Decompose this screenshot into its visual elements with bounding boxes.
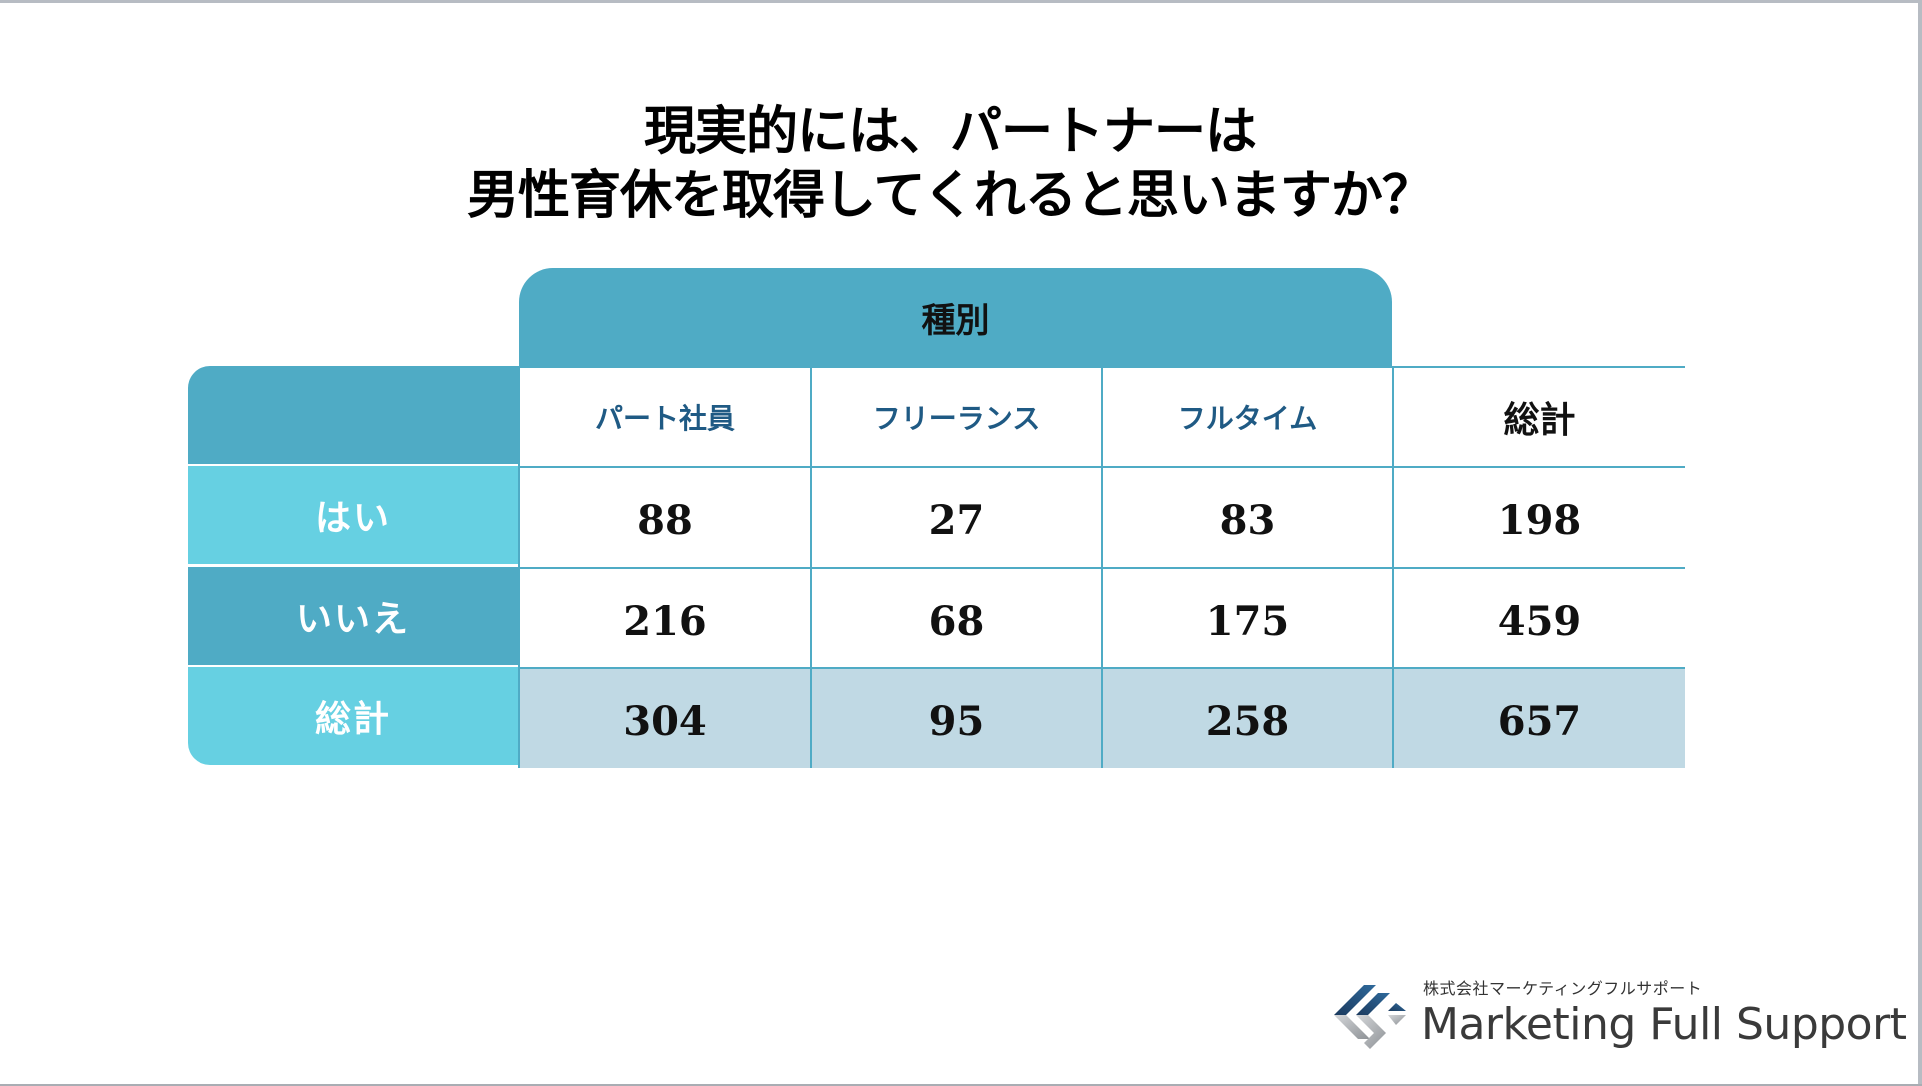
column-header-label: フリーランス [872, 402, 1041, 435]
table-cell-total: 95 [810, 669, 1101, 768]
company-logo: 株式会社マーケティングフルサポート Marketing Full Support [1330, 965, 1907, 1065]
column-header-label: フルタイム [1177, 402, 1318, 435]
table-cell: 459 [1392, 569, 1685, 669]
column-header-freelance: フリーランス [810, 368, 1101, 468]
column-group-label: 種別 [921, 301, 990, 341]
table-cell: 27 [810, 468, 1101, 569]
column-header-part-time: パート社員 [518, 368, 810, 468]
table-cell: 198 [1392, 468, 1685, 569]
table-cell-total: 258 [1101, 669, 1392, 768]
column-header-full-time: フルタイム [1101, 368, 1392, 468]
column-group-header: 種別 [519, 268, 1392, 367]
row-header-no: いいえ [188, 567, 518, 665]
page-frame-right [1918, 0, 1922, 1086]
row-header-label: はい [314, 498, 391, 539]
title-line-2: 男性育休を取得してくれると思いますか？ [467, 166, 1434, 226]
column-header-label: 総計 [1503, 400, 1576, 441]
page-frame-top [0, 0, 1922, 3]
table-cell: 88 [518, 468, 810, 569]
column-header-label: パート社員 [594, 402, 735, 435]
data-table: パート社員 フリーランス フルタイム 総計 88 27 83 198 216 6… [518, 366, 1685, 768]
page-title: 現実的には、パートナーは 男性育休を取得してくれると思いますか？ [0, 100, 1900, 228]
table-corner-cell [188, 366, 518, 464]
table-cell-total: 657 [1392, 669, 1685, 768]
row-header-label: いいえ [295, 599, 410, 640]
row-header-label: 総計 [314, 699, 391, 740]
table-cell-total: 304 [518, 669, 810, 768]
table-cell: 216 [518, 569, 810, 669]
table-cell: 68 [810, 569, 1101, 669]
mfs-logo-icon [1334, 985, 1406, 1049]
company-name-jp: 株式会社マーケティングフルサポート [1423, 979, 1703, 998]
row-header-yes: はい [188, 466, 518, 564]
row-header-total: 総計 [188, 667, 518, 765]
company-name-en: Marketing Full Support [1421, 999, 1907, 1050]
title-line-1: 現実的には、パートナーは [643, 102, 1257, 162]
table-cell: 175 [1101, 569, 1392, 669]
column-header-total: 総計 [1392, 368, 1685, 468]
page-frame-bottom [0, 1084, 1922, 1086]
table-cell: 83 [1101, 468, 1392, 569]
